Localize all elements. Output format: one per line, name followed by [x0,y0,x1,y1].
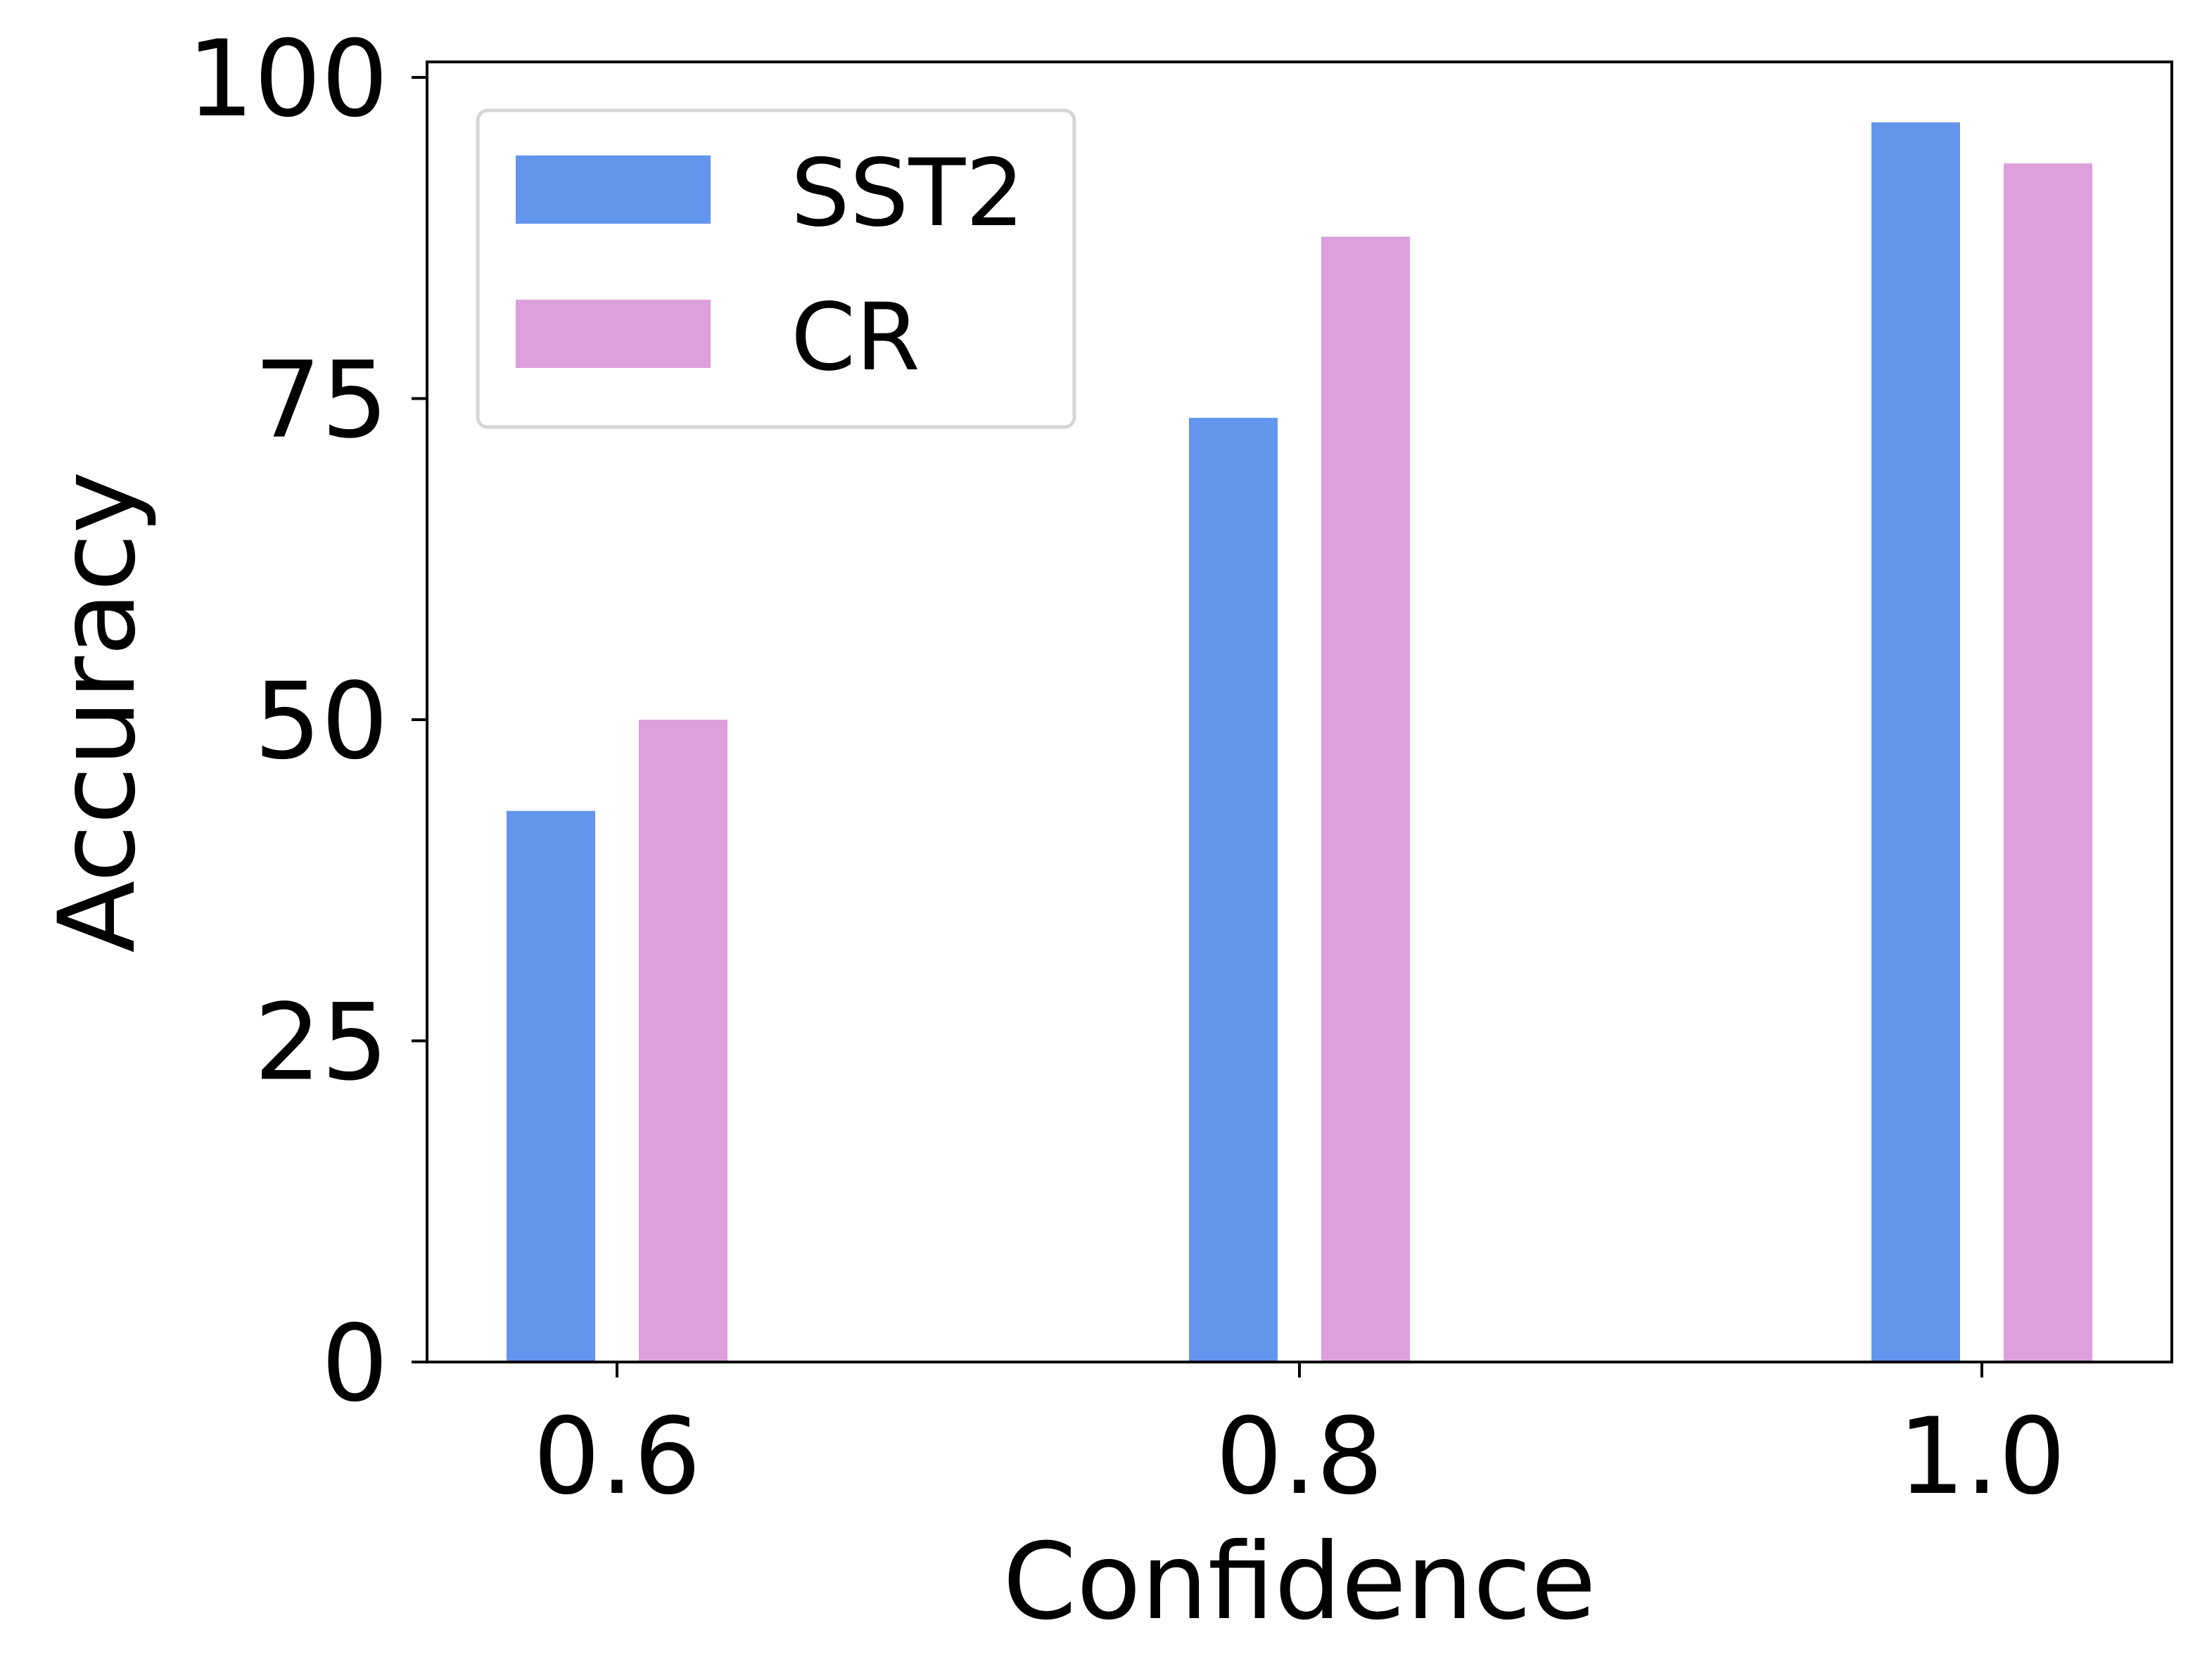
x-tick-label: 0.6 [533,1396,701,1518]
x-axis-label: Confidence [1003,1521,1596,1643]
y-tick-label: 0 [322,1303,388,1425]
legend-swatch-cr [516,300,711,368]
bar-sst2-1.0 [1871,122,1960,1362]
legend-label-sst2: SST2 [791,139,1024,248]
y-tick-label: 50 [254,661,388,783]
y-axis-label: Accuracy [37,471,159,953]
legend: SST2 CR [476,108,1076,429]
bar-sst2-0.8 [1189,417,1278,1362]
y-tick-label: 25 [254,982,388,1105]
legend-swatch-sst2 [516,155,711,224]
legend-label-cr: CR [791,284,920,392]
ticks-group: 0 25 50 75 100 0.6 0.8 1.0 [187,18,2066,1518]
x-tick-label: 0.8 [1216,1396,1384,1518]
bars-group [507,122,2092,1362]
bar-cr-1.0 [2004,163,2092,1362]
bar-cr-0.6 [639,720,727,1362]
x-tick-label: 1.0 [1898,1396,2066,1518]
y-tick-label: 100 [187,18,388,141]
y-tick-label: 75 [254,340,388,462]
bar-cr-0.8 [1321,236,1410,1362]
bar-sst2-0.6 [507,810,595,1362]
